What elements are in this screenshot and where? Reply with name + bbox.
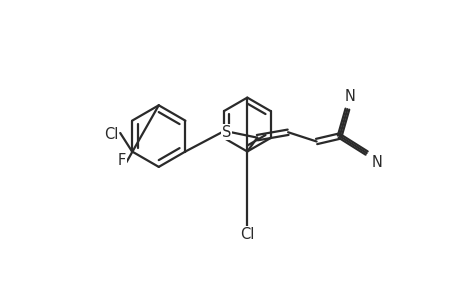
Text: N: N bbox=[343, 88, 354, 104]
Text: F: F bbox=[118, 153, 126, 168]
Text: Cl: Cl bbox=[240, 227, 254, 242]
Text: N: N bbox=[370, 155, 381, 170]
Text: S: S bbox=[221, 125, 231, 140]
Text: Cl: Cl bbox=[104, 127, 118, 142]
